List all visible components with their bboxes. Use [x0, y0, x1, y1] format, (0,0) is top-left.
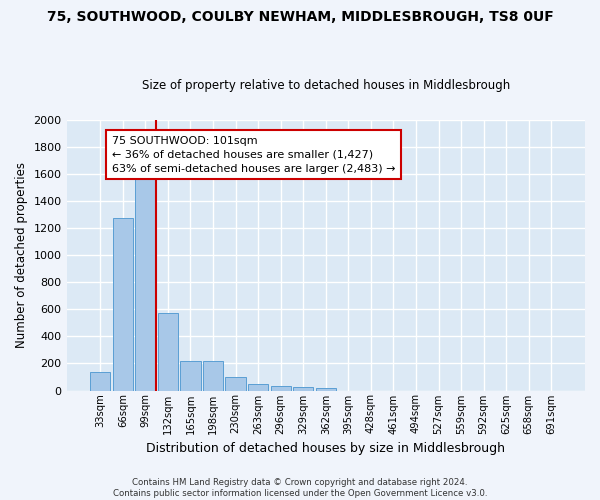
Bar	[158, 314, 178, 390]
Bar	[248, 384, 268, 390]
Title: Size of property relative to detached houses in Middlesbrough: Size of property relative to detached ho…	[142, 79, 510, 92]
Bar	[226, 377, 246, 390]
Bar	[181, 362, 200, 390]
Bar	[293, 387, 313, 390]
Bar	[316, 388, 336, 390]
Bar	[203, 362, 223, 390]
X-axis label: Distribution of detached houses by size in Middlesbrough: Distribution of detached houses by size …	[146, 442, 505, 455]
Bar	[113, 218, 133, 390]
Text: Contains HM Land Registry data © Crown copyright and database right 2024.
Contai: Contains HM Land Registry data © Crown c…	[113, 478, 487, 498]
Bar	[135, 178, 155, 390]
Text: 75, SOUTHWOOD, COULBY NEWHAM, MIDDLESBROUGH, TS8 0UF: 75, SOUTHWOOD, COULBY NEWHAM, MIDDLESBRO…	[47, 10, 553, 24]
Y-axis label: Number of detached properties: Number of detached properties	[15, 162, 28, 348]
Bar	[90, 372, 110, 390]
Text: 75 SOUTHWOOD: 101sqm
← 36% of detached houses are smaller (1,427)
63% of semi-de: 75 SOUTHWOOD: 101sqm ← 36% of detached h…	[112, 136, 395, 174]
Bar	[271, 386, 291, 390]
